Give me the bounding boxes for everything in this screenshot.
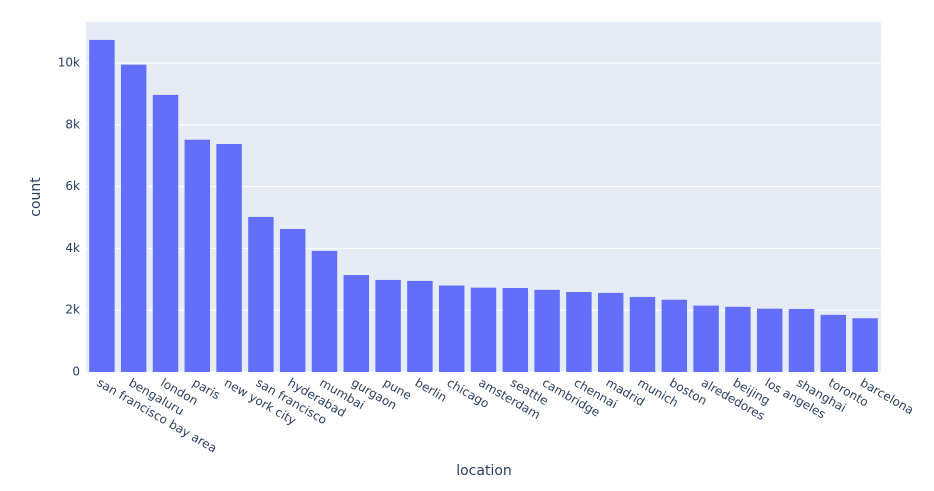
- bar: [216, 144, 242, 372]
- bar: [311, 250, 338, 372]
- bar: [184, 139, 211, 372]
- bar: [566, 291, 592, 372]
- bar: [693, 305, 719, 372]
- bar: [407, 280, 433, 372]
- y-axis-title: count: [28, 177, 44, 217]
- y-tick-label: 4k: [65, 241, 80, 255]
- bar: [152, 94, 179, 372]
- bar: [502, 287, 529, 372]
- bar: [629, 296, 656, 372]
- bar: [756, 308, 783, 372]
- y-tick-label: 0: [72, 365, 80, 379]
- bar: [120, 64, 147, 372]
- bar: [597, 292, 624, 372]
- y-tick-label: 6k: [65, 179, 80, 193]
- x-axis-title: location: [456, 463, 512, 479]
- bar: [470, 287, 497, 372]
- bar: [534, 289, 560, 372]
- x-tick-label: berlin: [413, 376, 450, 405]
- bar: [375, 279, 401, 372]
- bar: [725, 306, 751, 372]
- y-tick-label: 8k: [65, 117, 80, 131]
- y-tick-label: 2k: [65, 303, 80, 317]
- y-tick-label: 10k: [58, 56, 80, 70]
- bar: [788, 308, 815, 372]
- bar: [820, 314, 847, 372]
- bar: [89, 39, 115, 373]
- bar: [852, 318, 878, 372]
- bar: [279, 228, 306, 372]
- bar: [248, 216, 274, 372]
- bar: [661, 299, 688, 372]
- bar: [343, 275, 370, 372]
- bar: [438, 285, 465, 372]
